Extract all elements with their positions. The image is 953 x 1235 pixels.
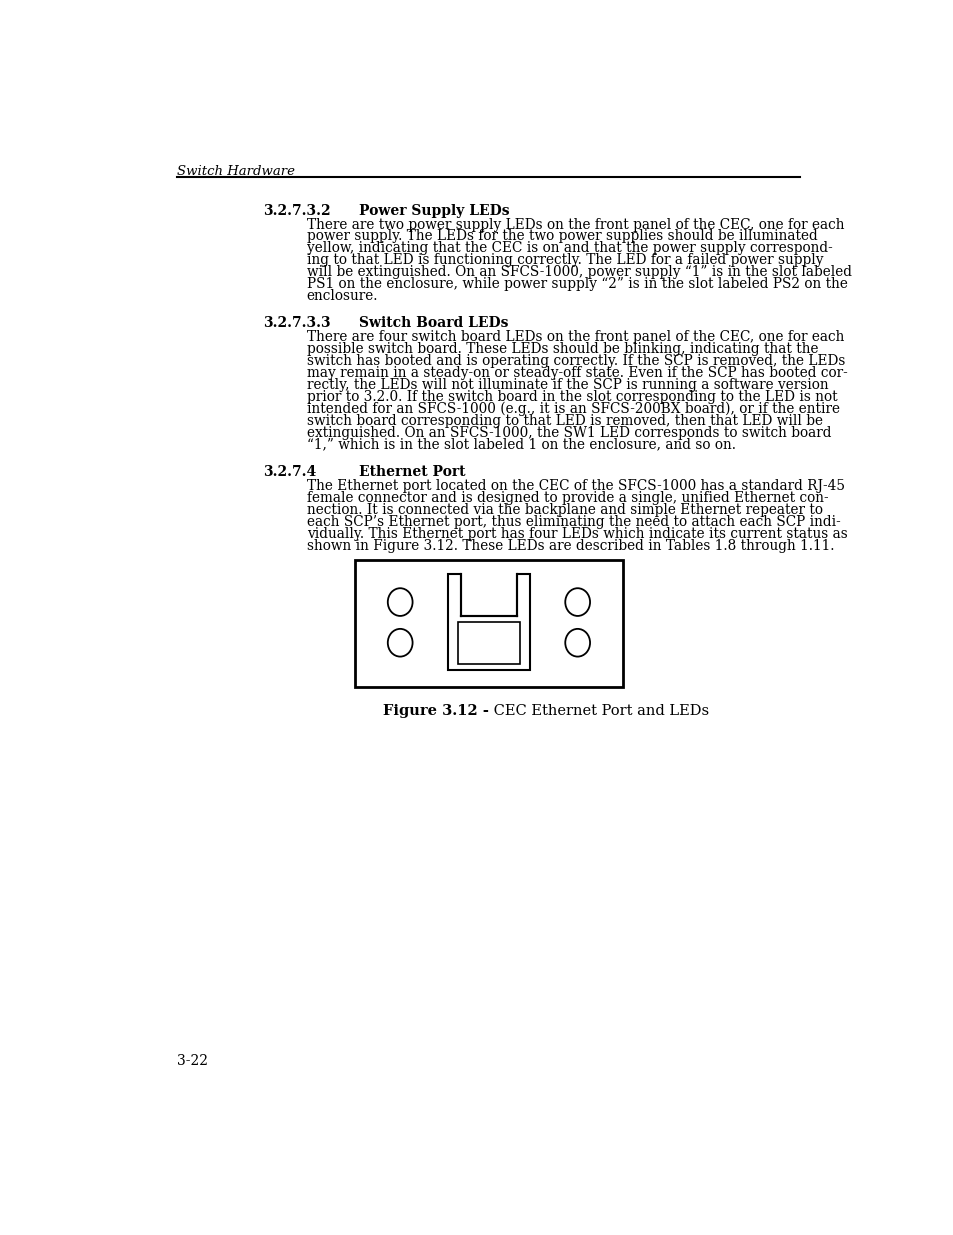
Text: possible switch board. These LEDs should be blinking, indicating that the: possible switch board. These LEDs should…: [307, 342, 818, 356]
Text: female connector and is designed to provide a single, unified Ethernet con-: female connector and is designed to prov…: [307, 490, 827, 505]
Ellipse shape: [565, 588, 590, 616]
Bar: [355, 561, 622, 687]
Text: switch has booted and is operating correctly. If the SCP is removed, the LEDs: switch has booted and is operating corre…: [307, 354, 844, 368]
Text: Power Supply LEDs: Power Supply LEDs: [359, 204, 510, 217]
Text: vidually. This Ethernet port has four LEDs which indicate its current status as: vidually. This Ethernet port has four LE…: [307, 526, 846, 541]
Text: 3-22: 3-22: [177, 1055, 208, 1068]
Text: rectly, the LEDs will not illuminate if the SCP is running a software version: rectly, the LEDs will not illuminate if …: [307, 378, 827, 391]
Text: Figure 3.12 -: Figure 3.12 -: [383, 704, 488, 718]
Text: prior to 3.2.0. If the switch board in the slot corresponding to the LED is not: prior to 3.2.0. If the switch board in t…: [307, 390, 837, 404]
Text: shown in Figure 3.12. These LEDs are described in Tables 1.8 through 1.11.: shown in Figure 3.12. These LEDs are des…: [307, 538, 834, 552]
Text: Switch Board LEDs: Switch Board LEDs: [359, 316, 509, 331]
Text: intended for an SFCS-1000 (e.g., it is an SFCS-200BX board), or if the entire: intended for an SFCS-1000 (e.g., it is a…: [307, 401, 839, 416]
Text: switch board corresponding to that LED is removed, then that LED will be: switch board corresponding to that LED i…: [307, 414, 821, 427]
Text: nection. It is connected via the backplane and simple Ethernet repeater to: nection. It is connected via the backpla…: [307, 503, 821, 516]
Text: extinguished. On an SFCS-1000, the SW1 LED corresponds to switch board: extinguished. On an SFCS-1000, the SW1 L…: [307, 426, 830, 440]
Text: enclosure.: enclosure.: [307, 289, 378, 303]
Text: There are four switch board LEDs on the front panel of the CEC, one for each: There are four switch board LEDs on the …: [307, 330, 843, 345]
Text: power supply. The LEDs for the two power supplies should be illuminated: power supply. The LEDs for the two power…: [307, 230, 817, 243]
Text: yellow, indicating that the CEC is on and that the power supply correspond-: yellow, indicating that the CEC is on an…: [307, 241, 832, 256]
Ellipse shape: [387, 588, 412, 616]
Bar: [448, 574, 529, 671]
Text: ing to that LED is functioning correctly. The LED for a failed power supply: ing to that LED is functioning correctly…: [307, 253, 822, 267]
Text: CEC Ethernet Port and LEDs: CEC Ethernet Port and LEDs: [488, 704, 708, 718]
Ellipse shape: [387, 629, 412, 657]
Text: Ethernet Port: Ethernet Port: [359, 466, 465, 479]
Text: PS1 on the enclosure, while power supply “2” is in the slot labeled PS2 on the: PS1 on the enclosure, while power supply…: [307, 277, 847, 291]
Text: “1,” which is in the slot labeled 1 on the enclosure, and so on.: “1,” which is in the slot labeled 1 on t…: [307, 437, 735, 452]
Text: each SCP’s Ethernet port, thus eliminating the need to attach each SCP indi-: each SCP’s Ethernet port, thus eliminati…: [307, 515, 840, 529]
Text: There are two power supply LEDs on the front panel of the CEC, one for each: There are two power supply LEDs on the f…: [307, 217, 843, 231]
Bar: [457, 621, 519, 664]
Text: 3.2.7.3.2: 3.2.7.3.2: [262, 204, 330, 217]
Text: 3.2.7.3.3: 3.2.7.3.3: [262, 316, 330, 331]
Bar: [460, 571, 517, 616]
Text: will be extinguished. On an SFCS-1000, power supply “1” is in the slot labeled: will be extinguished. On an SFCS-1000, p…: [307, 266, 851, 279]
Text: Switch Hardware: Switch Hardware: [177, 165, 295, 178]
Text: 3.2.7.4: 3.2.7.4: [262, 466, 315, 479]
Text: The Ethernet port located on the CEC of the SFCS-1000 has a standard RJ-45: The Ethernet port located on the CEC of …: [307, 479, 844, 493]
Ellipse shape: [565, 629, 590, 657]
Text: may remain in a steady-on or steady-off state. Even if the SCP has booted cor-: may remain in a steady-on or steady-off …: [307, 366, 846, 380]
